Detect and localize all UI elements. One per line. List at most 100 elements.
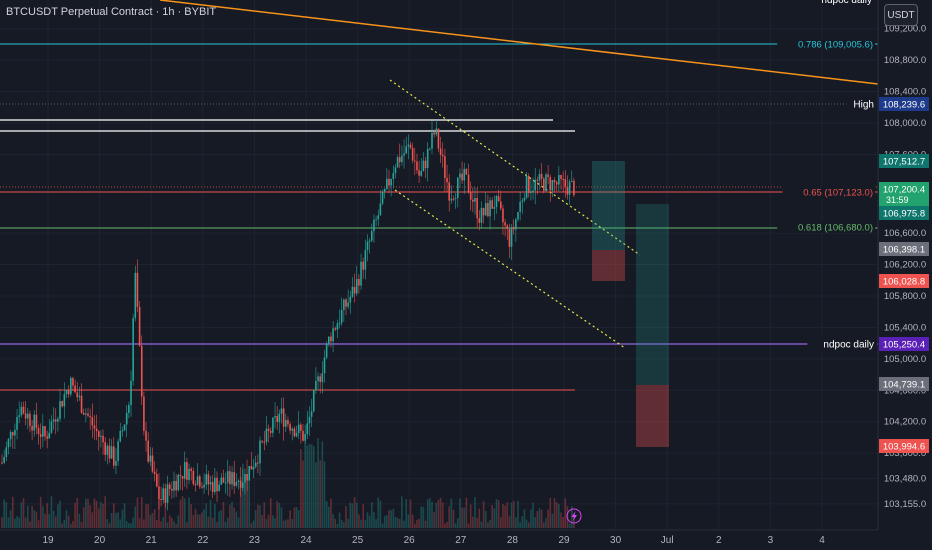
currency-button[interactable]: USDT xyxy=(884,4,918,26)
volume-bar xyxy=(463,507,466,528)
volume-bar xyxy=(364,520,367,528)
price-tag-caption: High xyxy=(853,100,874,111)
volume-bar xyxy=(506,502,509,528)
volume-bar xyxy=(250,523,253,528)
candle-body xyxy=(495,196,498,207)
candle-body xyxy=(140,345,143,397)
candle-body xyxy=(422,160,425,172)
volume-bar xyxy=(476,517,478,528)
candle-body xyxy=(158,486,160,499)
position-2-loss[interactable] xyxy=(636,385,669,447)
candle-body xyxy=(134,272,137,319)
volume-bar xyxy=(119,519,122,528)
volume-bar xyxy=(386,515,388,528)
candle-body xyxy=(510,226,513,247)
candle-body xyxy=(418,170,420,176)
volume-bar xyxy=(108,523,111,528)
x-tick-label: 27 xyxy=(455,535,467,546)
candle-body xyxy=(487,203,489,217)
candle-body xyxy=(261,440,263,442)
y-tick-label: 106,200.0 xyxy=(884,260,926,271)
price-tag-countdown: 31:59 xyxy=(886,195,909,205)
volume-bar xyxy=(33,510,36,528)
price-axis[interactable]: 109,200.0 108,800.0 108,400.0 108,000.0 107,… xyxy=(884,24,926,510)
volume-bar xyxy=(164,496,167,528)
volume-bar xyxy=(14,518,16,528)
candle-body xyxy=(263,441,266,443)
candle-body xyxy=(259,440,261,464)
candle-body xyxy=(216,477,218,492)
price-tag-value: 106,028.8 xyxy=(883,277,925,288)
volume-bar xyxy=(325,501,328,528)
candle-body xyxy=(291,428,294,431)
volume-bar xyxy=(50,496,53,528)
candle-body xyxy=(317,376,319,381)
volume-bar xyxy=(500,517,502,528)
y-tick-label: 109,200.0 xyxy=(884,24,926,35)
volume-bar xyxy=(65,510,68,528)
volume-bar xyxy=(573,516,575,528)
volume-bar xyxy=(338,512,341,528)
volume-bar xyxy=(61,523,63,528)
volume-bar xyxy=(560,512,562,528)
candle-body xyxy=(388,178,390,186)
candle-body xyxy=(512,226,515,230)
candle-body xyxy=(166,484,169,503)
y-tick-label: 108,800.0 xyxy=(884,55,926,66)
volume-bar xyxy=(373,512,375,528)
candle-body xyxy=(113,446,115,466)
candle-body xyxy=(394,167,397,174)
candle-body xyxy=(252,466,255,470)
volume-bar xyxy=(409,499,412,528)
volume-bar xyxy=(282,520,285,528)
volume-bar xyxy=(545,518,547,528)
candle-body xyxy=(222,477,225,483)
candle-body xyxy=(72,378,74,386)
candle-body xyxy=(558,174,560,185)
candle-body xyxy=(93,425,96,429)
candle-body xyxy=(80,395,83,413)
candle-body xyxy=(85,413,87,415)
position-boxes xyxy=(592,161,669,447)
volume-bar xyxy=(188,497,190,528)
candle-body xyxy=(560,174,562,179)
x-tick-label: Jul xyxy=(661,535,674,546)
volume-bar xyxy=(175,523,177,528)
candle-body xyxy=(325,343,328,358)
volume-bar xyxy=(48,513,51,528)
candle-body xyxy=(282,408,285,427)
volume-bar xyxy=(401,496,403,528)
candle-body xyxy=(171,488,173,491)
volume-bar xyxy=(454,523,457,528)
volume-bar xyxy=(5,502,8,528)
candle-body xyxy=(1,462,3,464)
candle-body xyxy=(551,179,554,191)
time-axis[interactable]: 19 20 21 22 23 24 25 26 27 28 29 30 Jul 2 3 4 xyxy=(42,535,825,546)
volume-bar xyxy=(78,513,81,528)
volume-bar xyxy=(54,516,57,528)
volume-bar xyxy=(160,521,162,528)
position-2-profit[interactable] xyxy=(636,204,669,385)
volume-bar xyxy=(418,518,420,528)
volume-bar xyxy=(474,497,476,528)
x-tick-label: 28 xyxy=(507,535,519,546)
candle-body xyxy=(377,215,380,220)
candle-body xyxy=(74,385,76,393)
volume-bar xyxy=(113,503,115,528)
position-1-profit[interactable] xyxy=(592,161,625,250)
candle-body xyxy=(573,180,575,196)
volume-bar xyxy=(186,522,188,528)
candle-body xyxy=(265,428,268,442)
volume-bar xyxy=(158,498,160,528)
volume-bar xyxy=(293,507,296,528)
candle-body xyxy=(306,423,309,435)
candle-body xyxy=(35,414,38,428)
position-1-loss[interactable] xyxy=(592,250,625,281)
volume-bar xyxy=(482,501,485,528)
volume-bar xyxy=(263,502,266,528)
candle-body xyxy=(312,390,315,412)
lightning-icon[interactable] xyxy=(566,508,582,524)
candle-body xyxy=(538,173,541,181)
price-tag-value: 106,398.1 xyxy=(883,245,925,256)
